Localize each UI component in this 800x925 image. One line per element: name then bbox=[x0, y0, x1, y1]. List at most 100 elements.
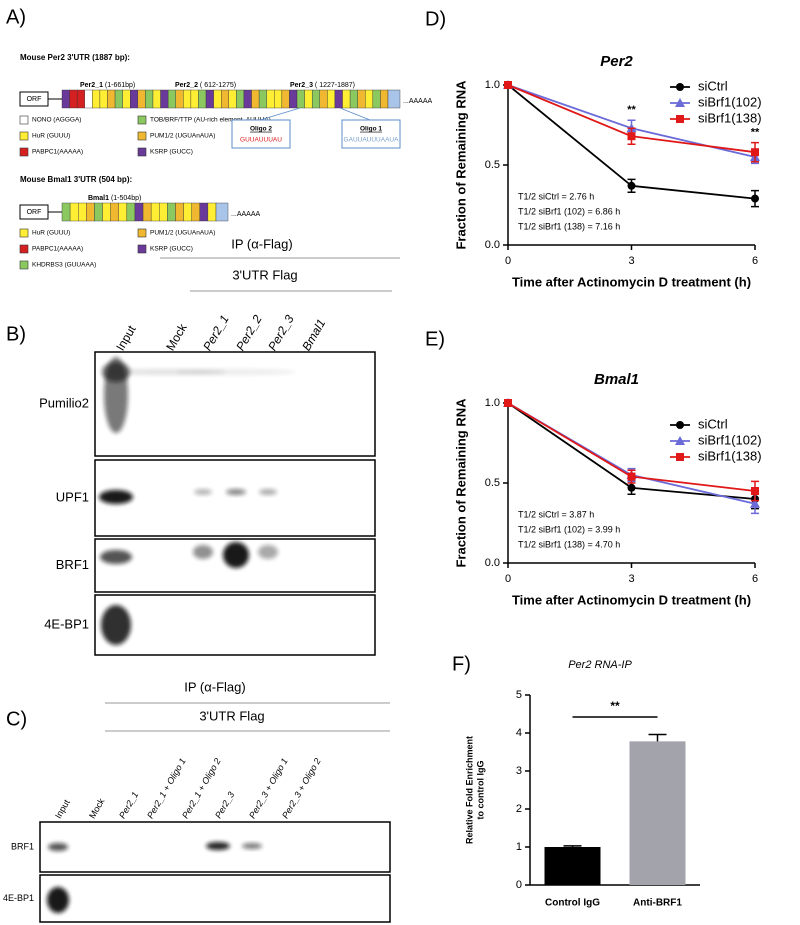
motif-stripe bbox=[78, 202, 87, 222]
y-tick-label: 2 bbox=[516, 803, 522, 815]
legend-swatch bbox=[19, 147, 29, 157]
legend-swatch bbox=[19, 131, 29, 141]
marker bbox=[504, 81, 512, 89]
poly-a-tail: ...AAAAA bbox=[231, 211, 261, 218]
motif-stripe bbox=[150, 202, 160, 222]
legend-marker bbox=[676, 115, 684, 123]
segment-range: ( 1227-1887) bbox=[313, 82, 355, 89]
legend-label: siCtrl bbox=[698, 78, 728, 93]
x-tick-label: 0 bbox=[505, 573, 511, 585]
half-life-note: T1/2 siBrf1 (102) = 3.99 h bbox=[518, 524, 620, 534]
segment-range: ( 612-1275) bbox=[198, 82, 236, 89]
motif-stripe bbox=[213, 89, 222, 109]
poly-a-tail: ...AAAAA bbox=[403, 98, 433, 105]
segment-name: Per2_1 bbox=[80, 82, 103, 89]
motif-stripe bbox=[175, 89, 184, 109]
row-label: 4E-BP1 bbox=[44, 616, 89, 631]
motif-stripe bbox=[281, 89, 290, 109]
motif-stripe bbox=[199, 202, 209, 222]
motif-stripe bbox=[167, 89, 176, 109]
legend-swatch bbox=[19, 228, 29, 238]
motif-stripe bbox=[86, 202, 95, 222]
oligo-box bbox=[231, 119, 291, 149]
y-tick-label: 0.0 bbox=[485, 239, 500, 251]
half-life-note: T1/2 siCtrl = 2.76 h bbox=[518, 191, 594, 201]
lane-label: Mock bbox=[163, 320, 190, 353]
legend-label: siCtrl bbox=[698, 416, 728, 431]
x-tick-label: 6 bbox=[752, 255, 758, 267]
band bbox=[223, 542, 249, 568]
legend-text: PABPC1(AAAAA) bbox=[32, 246, 83, 253]
legend-label: siBrf1(102) bbox=[698, 432, 762, 447]
motif-stripe bbox=[357, 89, 366, 109]
panel-label: D) bbox=[425, 8, 446, 30]
band bbox=[242, 843, 262, 849]
motif-stripe bbox=[334, 89, 343, 109]
error-bar bbox=[648, 733, 667, 742]
motif-stripe bbox=[137, 89, 146, 109]
blot-frame bbox=[94, 594, 376, 656]
segment-name: Per2_2 bbox=[175, 82, 198, 89]
motif-stripe bbox=[160, 89, 169, 109]
motif-stripe bbox=[159, 202, 168, 222]
band bbox=[101, 605, 131, 645]
motif-stripe bbox=[221, 89, 229, 109]
utr-end bbox=[215, 202, 229, 222]
marker bbox=[504, 399, 512, 407]
motif-stripe bbox=[167, 202, 176, 222]
lane-label: Per2_1 bbox=[117, 790, 140, 820]
motif-stripe bbox=[69, 202, 79, 222]
lane-label: Per2_2 bbox=[233, 312, 265, 353]
legend-marker bbox=[676, 453, 684, 461]
panel-label: E) bbox=[425, 328, 445, 350]
y-tick-label: 0.0 bbox=[485, 557, 500, 569]
construct-title: Mouse Per2 3'UTR (1887 bp): bbox=[20, 53, 130, 62]
motif-stripe bbox=[183, 202, 192, 222]
y-axis-label: to control IgG bbox=[475, 761, 485, 820]
bar bbox=[544, 847, 601, 885]
segment-range: (1-661bp) bbox=[103, 82, 135, 89]
oligo-seq: GAUUAUUUAAUA bbox=[344, 137, 400, 144]
legend-label: siBrf1(138) bbox=[698, 110, 762, 125]
y-tick-label: 0 bbox=[516, 879, 522, 891]
legend-text: HuR (GUUU) bbox=[32, 133, 70, 140]
motif-stripe bbox=[61, 89, 70, 109]
band bbox=[100, 550, 132, 564]
x-tick-label: Anti-BRF1 bbox=[633, 898, 682, 909]
legend-text: KHDRBS3 (GUUAAA) bbox=[32, 262, 96, 269]
motif-stripe bbox=[99, 89, 108, 109]
segment-label: Per2_3 ( 1227-1887) bbox=[290, 82, 355, 89]
x-axis-label: Time after Actinomycin D treatment (h) bbox=[512, 274, 751, 289]
chart-title: Per2 RNA-IP bbox=[568, 659, 632, 671]
significance: ** bbox=[610, 699, 620, 713]
oligo-name: Oligo 1 bbox=[360, 126, 382, 133]
marker bbox=[627, 483, 636, 492]
motif-stripe bbox=[102, 202, 111, 222]
sub-header: 3'UTR Flag bbox=[199, 708, 264, 723]
x-tick-label: 3 bbox=[628, 573, 634, 585]
motif-stripe bbox=[84, 89, 93, 109]
panel-label: C) bbox=[6, 708, 27, 730]
motif-stripe bbox=[76, 89, 85, 109]
motif-stripe bbox=[274, 89, 283, 109]
half-life-note: T1/2 siBrf1 (138) = 7.16 h bbox=[518, 221, 620, 231]
legend-swatch bbox=[19, 244, 29, 254]
motif-stripe bbox=[122, 89, 131, 109]
band bbox=[206, 842, 230, 850]
segment-label: Per2_2 ( 612-1275) bbox=[175, 82, 236, 89]
y-axis-label: Relative Fold Enrichment bbox=[464, 736, 474, 844]
motif-stripe bbox=[365, 89, 374, 109]
band bbox=[48, 843, 68, 851]
legend-swatch bbox=[137, 131, 147, 141]
bar bbox=[629, 741, 686, 885]
blot-frame bbox=[39, 874, 391, 923]
legend-text: TOB/BRF/TTP (AU-rich element, AUUUA) bbox=[150, 117, 271, 124]
y-axis-label: Fraction of Remaining RNA bbox=[453, 398, 468, 568]
legend-marker bbox=[675, 98, 685, 107]
legend-text: PUM1/2 (UGUAnAUA) bbox=[150, 133, 215, 140]
y-axis-label: Fraction of Remaining RNA bbox=[453, 80, 468, 250]
marker bbox=[751, 194, 759, 203]
motif-stripe bbox=[107, 89, 116, 109]
y-tick-label: 1 bbox=[516, 841, 522, 853]
motif-stripe bbox=[243, 89, 252, 109]
